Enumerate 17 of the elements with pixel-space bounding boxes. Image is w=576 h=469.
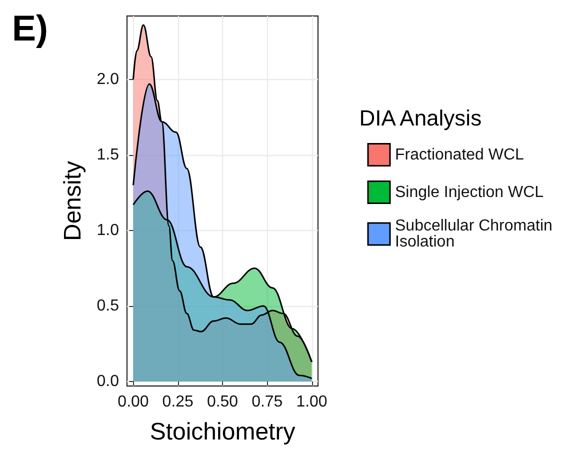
x-tick-label: 0.00 — [118, 394, 149, 410]
y-tick-label: 1.5 — [96, 146, 120, 164]
y-tick-label: 0.5 — [96, 297, 120, 314]
legend-label: Subcellular Chromatin Isolation — [395, 218, 557, 250]
legend-title: DIA Analysis — [359, 106, 482, 130]
y-tick-label: 0.0 — [96, 372, 120, 390]
x-tick-label: 0.75 — [252, 394, 283, 410]
y-tick-label: 1.0 — [96, 222, 120, 239]
text: E) — [12, 8, 48, 48]
legend-label: Single Injection WCL — [395, 184, 544, 201]
y-tick-label: 2.0 — [96, 70, 120, 88]
x-axis-title: Stoichiometry — [150, 418, 296, 446]
x-tick-label: 0.50 — [206, 394, 238, 410]
x-tick-label: 0.25 — [162, 394, 194, 410]
y-axis-title: Density — [60, 160, 86, 242]
legend-label: Fractionated WCL — [395, 146, 524, 164]
x-tick-label: 1.00 — [296, 394, 328, 410]
